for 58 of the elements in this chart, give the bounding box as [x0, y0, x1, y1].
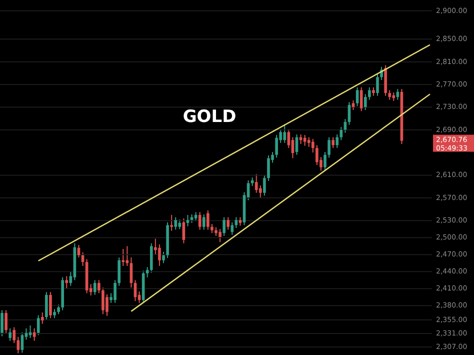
candlestick	[222, 216, 226, 236]
candlestick	[150, 242, 153, 274]
candlestick	[259, 184, 262, 198]
candlestick	[364, 94, 367, 111]
candlestick	[324, 151, 326, 171]
candlestick	[307, 136, 310, 148]
candlestick	[106, 294, 108, 316]
candlestick	[198, 212, 202, 230]
candlestick	[283, 124, 286, 144]
candlestick	[295, 134, 298, 156]
candlestick	[49, 292, 52, 319]
candlestick	[162, 251, 165, 264]
candlestick	[388, 90, 392, 100]
candlestick	[376, 74, 379, 96]
candlestick	[122, 248, 125, 266]
candlestick	[206, 210, 210, 230]
candlestick	[20, 332, 24, 354]
candlestick	[12, 326, 16, 344]
candlestick	[202, 214, 206, 230]
candlestick	[65, 276, 68, 290]
candlestick	[118, 256, 121, 286]
candlestick	[230, 222, 234, 236]
candlestick	[311, 138, 314, 154]
candlestick	[36, 314, 40, 336]
candlestick	[332, 136, 334, 149]
candlestick	[263, 174, 266, 196]
candlestick	[186, 214, 190, 227]
candlestick	[210, 224, 214, 234]
candlestick	[226, 216, 230, 230]
candlestick	[275, 134, 278, 158]
candlestick	[102, 287, 104, 315]
candlestick	[194, 212, 198, 222]
candlestick	[174, 216, 178, 230]
candlestick	[340, 126, 343, 141]
candlestick	[267, 154, 270, 182]
candlestick	[316, 144, 318, 166]
candlestick	[98, 280, 100, 294]
candlestick	[299, 134, 302, 145]
candlestick	[0, 310, 4, 337]
candlestick	[4, 310, 8, 335]
candlestick	[146, 266, 149, 278]
candlestick	[81, 252, 84, 266]
candlestick	[40, 312, 44, 324]
candlestick	[254, 174, 258, 194]
candlestick	[360, 86, 363, 112]
candlestick	[218, 228, 222, 243]
candlestick	[45, 292, 48, 320]
candlestick	[170, 214, 173, 232]
candlestick	[8, 328, 12, 342]
candlestick	[328, 136, 330, 158]
candlestick	[114, 280, 116, 304]
candlestick	[53, 308, 56, 319]
text: GOLD	[182, 107, 236, 128]
candlestick	[57, 304, 60, 315]
candlestick	[93, 280, 96, 296]
candlestick	[158, 244, 161, 266]
candlestick	[368, 86, 371, 100]
candlestick	[336, 134, 339, 149]
